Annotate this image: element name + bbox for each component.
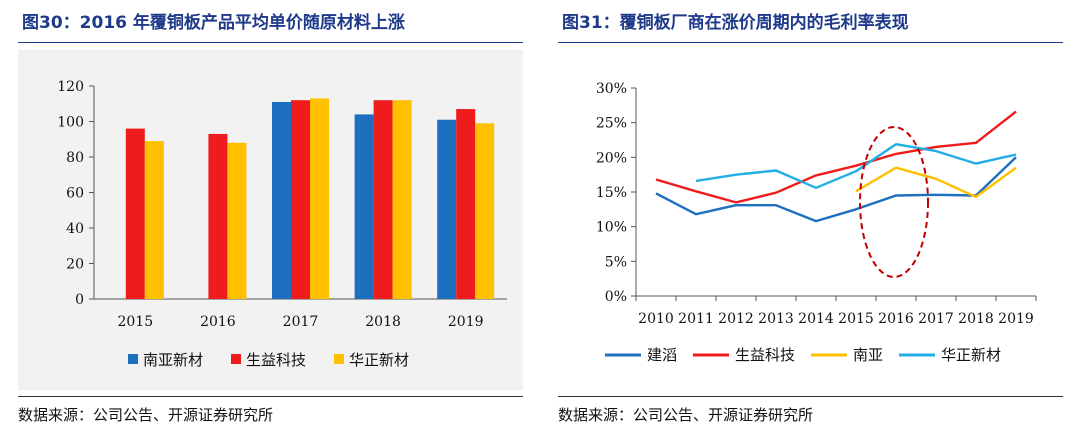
line-x-tick-label: 2014 bbox=[798, 311, 834, 327]
line-y-tick-label: 15% bbox=[596, 185, 627, 201]
bar bbox=[373, 100, 393, 299]
line-x-tick-label: 2013 bbox=[758, 311, 794, 327]
line-x-tick-label: 2018 bbox=[958, 311, 994, 327]
right-title-rule bbox=[558, 42, 1063, 43]
line-marks bbox=[655, 110, 1017, 278]
bar bbox=[272, 101, 291, 299]
bar bbox=[456, 109, 476, 299]
line-y-tick-label: 25% bbox=[596, 116, 627, 132]
bar-legend: 南亚新材 生益科技 华正新材 bbox=[128, 351, 409, 369]
bar-legend-swatch bbox=[231, 354, 241, 364]
line-x-tick-label: 2016 bbox=[878, 311, 914, 327]
bar-legend-swatch bbox=[334, 354, 344, 364]
line-y-tick-label: 30% bbox=[596, 81, 627, 97]
bar-y-tick-label: 80 bbox=[66, 150, 84, 166]
bar-chart: 0 20 40 60 80 100 120 2015 2016 2017 2018 2019 南亚新材… bbox=[57, 79, 507, 369]
bar-y-tick-label: 60 bbox=[66, 186, 84, 202]
line-axes: 0%5%10%15%20%25%30%2010 2011 2012 2013 2014 2… bbox=[596, 81, 1037, 327]
bar-x-tick-label: 2018 bbox=[365, 314, 401, 330]
bar-marks bbox=[125, 98, 495, 300]
right-chart-title: 图31：覆铜板厂商在涨价周期内的毛利率表现 bbox=[562, 13, 909, 33]
line-x-tick-label: 2012 bbox=[718, 311, 754, 327]
line-legend-label: 南亚 bbox=[853, 346, 883, 364]
bar bbox=[144, 141, 164, 299]
bar-x-tick-label: 2017 bbox=[283, 314, 319, 330]
line-legend-label: 建滔 bbox=[647, 346, 677, 364]
bar bbox=[354, 114, 374, 300]
series-line bbox=[695, 143, 1017, 189]
bar-legend-label: 生益科技 bbox=[246, 351, 306, 369]
line-x-tick-label: 2017 bbox=[918, 311, 954, 327]
series-line bbox=[655, 110, 1017, 204]
highlight-ellipse bbox=[859, 126, 929, 278]
bar-legend-swatch bbox=[128, 354, 138, 364]
right-source-note: 数据来源：公司公告、开源证券研究所 bbox=[558, 406, 814, 424]
line-y-tick-label: 5% bbox=[605, 254, 627, 270]
bar bbox=[310, 98, 329, 299]
left-title-rule bbox=[18, 42, 523, 43]
left-panel: 图30：2016 年覆铜板产品平均单价随原材料上涨 0 20 40 60 80 100 12… bbox=[18, 13, 523, 424]
right-panel: 图31：覆铜板厂商在涨价周期内的毛利率表现 0% 5% 10% 15% 20% 25% 30… bbox=[540, 0, 1080, 434]
line-y-tick-label: 20% bbox=[596, 150, 627, 166]
line-legend: 建滔 生益科技 南亚 华正新材 bbox=[605, 346, 1001, 364]
bar-x-tick-label: 2015 bbox=[117, 314, 153, 330]
bar-y-tick-label: 0 bbox=[75, 292, 84, 308]
line-x-tick-label: 2015 bbox=[838, 311, 874, 327]
left-chart-title: 图30：2016 年覆铜板产品平均单价随原材料上涨 bbox=[22, 13, 405, 33]
line-x-tick-label: 2010 bbox=[638, 311, 674, 327]
left-bottom-rule bbox=[18, 396, 523, 397]
line-y-tick-label: 10% bbox=[596, 220, 627, 236]
bar bbox=[437, 119, 457, 299]
bar bbox=[475, 123, 495, 300]
bar bbox=[227, 142, 247, 299]
line-x-tick-label: 2019 bbox=[998, 311, 1034, 327]
bar-y-tick-label: 20 bbox=[66, 257, 84, 273]
bar bbox=[125, 128, 145, 299]
bar-x-tick-label: 2016 bbox=[200, 314, 236, 330]
bar-y-tick-label: 120 bbox=[57, 79, 84, 95]
line-y-tick-label: 0% bbox=[605, 289, 627, 305]
bar-y-tick-label: 100 bbox=[57, 115, 84, 131]
bar-legend-label: 南亚新材 bbox=[143, 351, 203, 369]
bar bbox=[392, 100, 412, 299]
right-bottom-rule bbox=[558, 396, 1063, 397]
bar-legend-label: 华正新材 bbox=[349, 351, 409, 369]
line-legend-label: 华正新材 bbox=[941, 346, 1001, 364]
line-x-tick-label: 2011 bbox=[678, 311, 714, 327]
bar-x-tick-label: 2019 bbox=[448, 314, 484, 330]
bar-y-tick-label: 40 bbox=[66, 221, 84, 237]
series-line bbox=[855, 166, 1017, 199]
left-source-note: 数据来源：公司公告、开源证券研究所 bbox=[18, 406, 274, 424]
bar bbox=[208, 133, 228, 299]
line-legend-label: 生益科技 bbox=[735, 346, 795, 364]
line-chart: 0%5%10%15%20%25%30%2010 2011 2012 2013 2014 2… bbox=[596, 81, 1037, 364]
series-line bbox=[655, 156, 1017, 223]
bar-axes: 0 20 40 60 80 100 120 2015 2016 2017 2018 2019 bbox=[57, 79, 507, 330]
bar bbox=[291, 100, 310, 299]
